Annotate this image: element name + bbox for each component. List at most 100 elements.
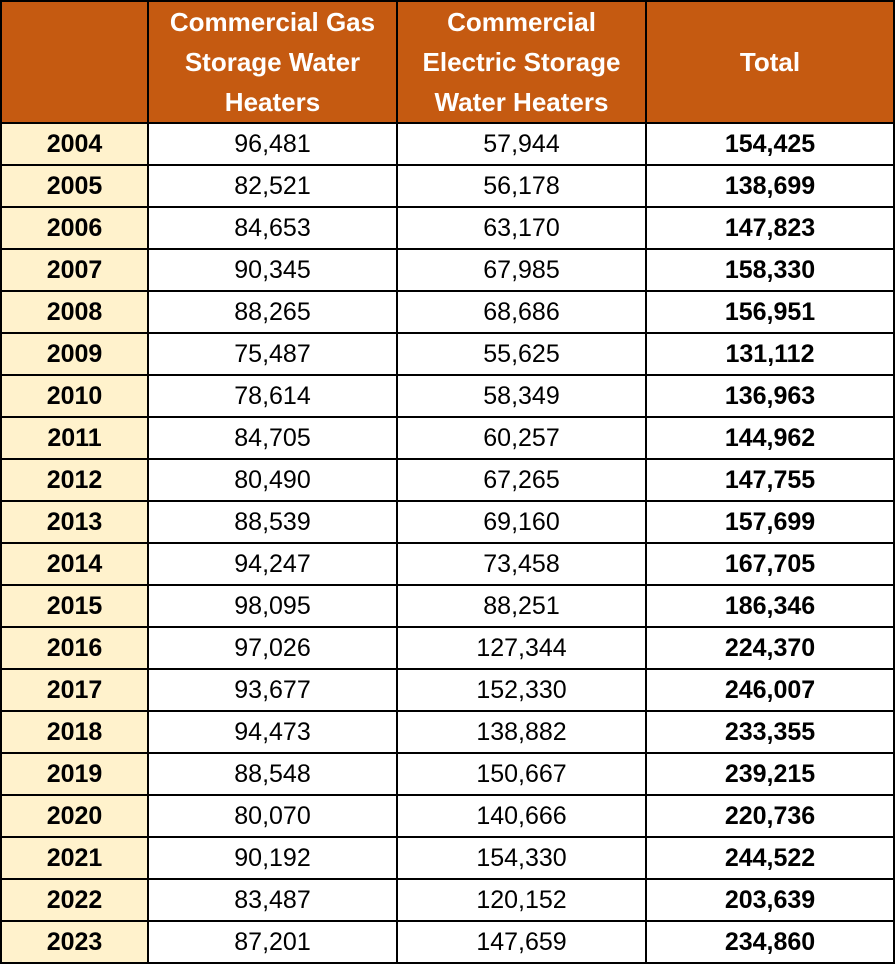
- total-cell: 157,699: [645, 500, 895, 544]
- table-row: 2012 80,490 67,265 147,755: [0, 458, 895, 502]
- header-gas: Commercial Gas Storage Water Heaters: [147, 0, 398, 124]
- gas-cell: 80,070: [147, 794, 398, 838]
- table-row: 2011 84,705 60,257 144,962: [0, 416, 895, 460]
- header-year: [0, 0, 149, 124]
- table-row: 2020 80,070 140,666 220,736: [0, 794, 895, 838]
- electric-cell: 120,152: [396, 878, 647, 922]
- gas-cell: 94,473: [147, 710, 398, 754]
- electric-cell: 69,160: [396, 500, 647, 544]
- total-cell: 138,699: [645, 164, 895, 208]
- table-row: 2014 94,247 73,458 167,705: [0, 542, 895, 586]
- table-body: 2004 96,481 57,944 154,425 2005 82,521 56,178 1…: [0, 122, 895, 964]
- table-row: 2013 88,539 69,160 157,699: [0, 500, 895, 544]
- table-row: 2016 97,026 127,344 224,370: [0, 626, 895, 670]
- total-cell: 158,330: [645, 248, 895, 292]
- total-cell: 244,522: [645, 836, 895, 880]
- total-cell: 147,823: [645, 206, 895, 250]
- table-row: 2004 96,481 57,944 154,425: [0, 122, 895, 166]
- electric-cell: 55,625: [396, 332, 647, 376]
- electric-cell: 150,667: [396, 752, 647, 796]
- gas-cell: 97,026: [147, 626, 398, 670]
- header-row: Commercial Gas Storage Water Heaters Com…: [0, 0, 895, 124]
- year-cell: 2004: [0, 122, 149, 166]
- table-row: 2019 88,548 150,667 239,215: [0, 752, 895, 796]
- electric-cell: 127,344: [396, 626, 647, 670]
- total-cell: 246,007: [645, 668, 895, 712]
- year-cell: 2006: [0, 206, 149, 250]
- year-cell: 2023: [0, 920, 149, 964]
- electric-cell: 147,659: [396, 920, 647, 964]
- gas-cell: 87,201: [147, 920, 398, 964]
- total-cell: 186,346: [645, 584, 895, 628]
- electric-cell: 67,265: [396, 458, 647, 502]
- table-row: 2009 75,487 55,625 131,112: [0, 332, 895, 376]
- gas-cell: 80,490: [147, 458, 398, 502]
- table-row: 2007 90,345 67,985 158,330: [0, 248, 895, 292]
- electric-cell: 67,985: [396, 248, 647, 292]
- year-cell: 2020: [0, 794, 149, 838]
- gas-cell: 84,653: [147, 206, 398, 250]
- electric-cell: 57,944: [396, 122, 647, 166]
- year-cell: 2009: [0, 332, 149, 376]
- total-cell: 220,736: [645, 794, 895, 838]
- total-cell: 239,215: [645, 752, 895, 796]
- header-total: Total: [645, 0, 895, 124]
- gas-cell: 94,247: [147, 542, 398, 586]
- gas-cell: 75,487: [147, 332, 398, 376]
- gas-cell: 96,481: [147, 122, 398, 166]
- year-cell: 2016: [0, 626, 149, 670]
- electric-cell: 58,349: [396, 374, 647, 418]
- total-cell: 156,951: [645, 290, 895, 334]
- year-cell: 2022: [0, 878, 149, 922]
- table-row: 2022 83,487 120,152 203,639: [0, 878, 895, 922]
- total-cell: 234,860: [645, 920, 895, 964]
- electric-cell: 73,458: [396, 542, 647, 586]
- total-cell: 131,112: [645, 332, 895, 376]
- gas-cell: 98,095: [147, 584, 398, 628]
- total-cell: 233,355: [645, 710, 895, 754]
- gas-cell: 90,192: [147, 836, 398, 880]
- year-cell: 2015: [0, 584, 149, 628]
- table-row: 2005 82,521 56,178 138,699: [0, 164, 895, 208]
- table-row: 2008 88,265 68,686 156,951: [0, 290, 895, 334]
- table-row: 2023 87,201 147,659 234,860: [0, 920, 895, 964]
- gas-cell: 83,487: [147, 878, 398, 922]
- electric-cell: 152,330: [396, 668, 647, 712]
- electric-cell: 88,251: [396, 584, 647, 628]
- total-cell: 224,370: [645, 626, 895, 670]
- gas-cell: 88,265: [147, 290, 398, 334]
- gas-cell: 88,539: [147, 500, 398, 544]
- table-row: 2010 78,614 58,349 136,963: [0, 374, 895, 418]
- year-cell: 2018: [0, 710, 149, 754]
- year-cell: 2017: [0, 668, 149, 712]
- table-row: 2015 98,095 88,251 186,346: [0, 584, 895, 628]
- year-cell: 2005: [0, 164, 149, 208]
- electric-cell: 68,686: [396, 290, 647, 334]
- gas-cell: 93,677: [147, 668, 398, 712]
- table-row: 2006 84,653 63,170 147,823: [0, 206, 895, 250]
- total-cell: 136,963: [645, 374, 895, 418]
- total-cell: 147,755: [645, 458, 895, 502]
- year-cell: 2014: [0, 542, 149, 586]
- electric-cell: 140,666: [396, 794, 647, 838]
- year-cell: 2012: [0, 458, 149, 502]
- header-electric: Commercial Electric Storage Water Heater…: [396, 0, 647, 124]
- gas-cell: 82,521: [147, 164, 398, 208]
- electric-cell: 63,170: [396, 206, 647, 250]
- table-row: 2021 90,192 154,330 244,522: [0, 836, 895, 880]
- total-cell: 167,705: [645, 542, 895, 586]
- table-row: 2018 94,473 138,882 233,355: [0, 710, 895, 754]
- electric-cell: 138,882: [396, 710, 647, 754]
- year-cell: 2007: [0, 248, 149, 292]
- total-cell: 144,962: [645, 416, 895, 460]
- gas-cell: 84,705: [147, 416, 398, 460]
- gas-cell: 88,548: [147, 752, 398, 796]
- total-cell: 154,425: [645, 122, 895, 166]
- total-cell: 203,639: [645, 878, 895, 922]
- year-cell: 2008: [0, 290, 149, 334]
- electric-cell: 60,257: [396, 416, 647, 460]
- electric-cell: 56,178: [396, 164, 647, 208]
- year-cell: 2010: [0, 374, 149, 418]
- table-row: 2017 93,677 152,330 246,007: [0, 668, 895, 712]
